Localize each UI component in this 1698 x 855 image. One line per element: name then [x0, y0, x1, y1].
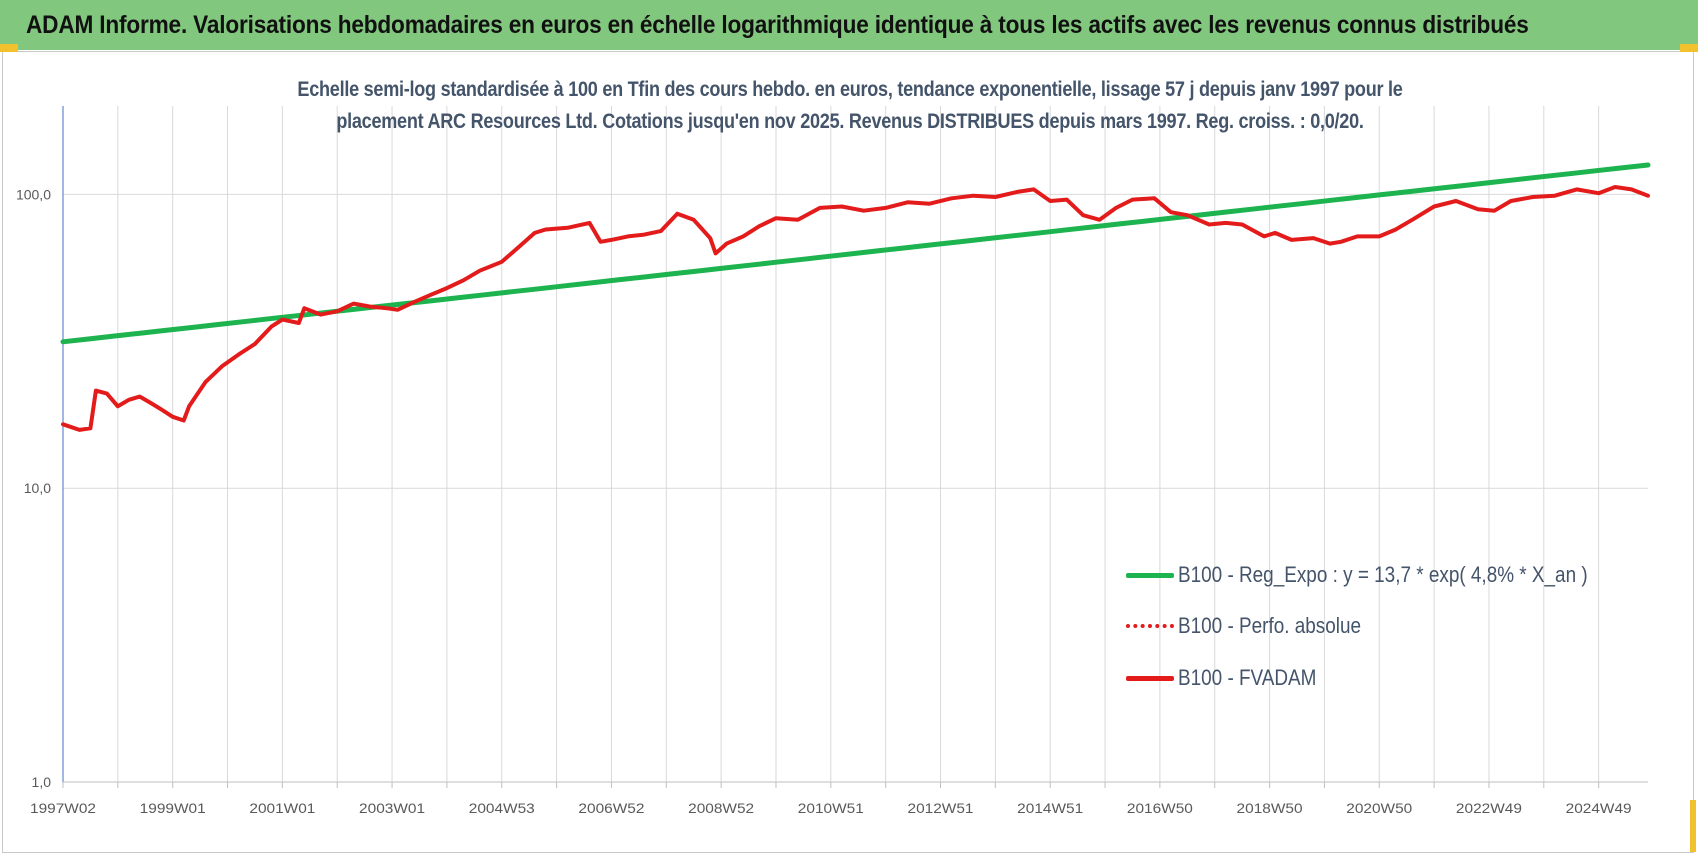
x-tick-label: 2018W50: [1237, 800, 1303, 816]
legend-item-perfo-absolue: B100 - Perfo. absolue: [1126, 611, 1391, 641]
tick-labels: 1,0 10,0 100,0 1997W02 1999W01 2001W01 2003W01…: [16, 186, 1632, 816]
legend-label-perfo-absolue: B100 - Perfo. absolue: [1178, 613, 1362, 638]
report-title: ADAM Informe. Valorisations hebdomadaire…: [26, 10, 1529, 39]
chart-frame: [2, 51, 1694, 853]
x-tick-label: 2006W52: [578, 800, 644, 816]
x-tick-label: 2004W53: [469, 800, 535, 816]
y-tick-label: 100,0: [16, 186, 51, 202]
legend-swatch-perfo-absolue: [1126, 611, 1174, 641]
corner-accent-top-right: [1680, 44, 1698, 52]
axes: [62, 106, 1648, 788]
y-tick-label: 1,0: [32, 774, 52, 790]
series-line-fvadam: [61, 185, 1650, 432]
x-tick-label: 2001W01: [249, 800, 315, 816]
legend-swatch-fvadam: [1126, 663, 1174, 693]
corner-accent-top-left: [0, 44, 18, 52]
report-header: ADAM Informe. Valorisations hebdomadaire…: [0, 0, 1698, 50]
x-tick-label: 1997W02: [30, 800, 96, 816]
chart-title-line-2: placement ARC Resources Ltd. Cotations j…: [336, 110, 1364, 133]
corner-accent-bottom-right: [1690, 800, 1696, 852]
series-lines: [60, 162, 1651, 432]
x-tick-label: 2022W49: [1456, 800, 1522, 816]
legend-item-reg-expo: B100 - Reg_Expo : y = 13,7 * exp( 4,8% *…: [1126, 560, 1654, 590]
x-tick-label: 2010W51: [798, 800, 864, 816]
x-tick-label: 2003W01: [359, 800, 425, 816]
x-tick-label: 2012W51: [908, 800, 974, 816]
x-tick-label: 2020W50: [1346, 800, 1412, 816]
x-tick-label: 1999W01: [140, 800, 206, 816]
x-tick-label: 2024W49: [1566, 800, 1632, 816]
y-tick-label: 10,0: [24, 480, 51, 496]
x-tick-label: 2014W51: [1017, 800, 1083, 816]
chart-title: Echelle semi-log standardisée à 100 en T…: [160, 74, 1540, 138]
legend-swatch-reg-expo: [1126, 560, 1174, 590]
x-tick-label: 2008W52: [688, 800, 754, 816]
x-tick-label: 2016W50: [1127, 800, 1193, 816]
chart-title-line-1: Echelle semi-log standardisée à 100 en T…: [297, 78, 1403, 101]
legend-label-reg-expo: B100 - Reg_Expo : y = 13,7 * exp( 4,8% *…: [1178, 562, 1588, 587]
legend-item-fvadam: B100 - FVADAM: [1126, 663, 1339, 693]
legend-label-fvadam: B100 - FVADAM: [1178, 665, 1317, 690]
